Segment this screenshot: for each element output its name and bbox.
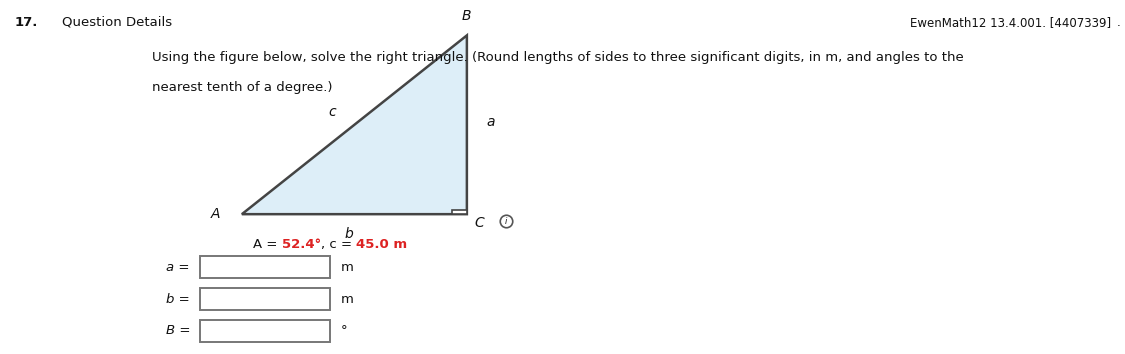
Bar [452, 210, 467, 214]
Text: B: B [462, 9, 471, 23]
Text: nearest tenth of a degree.): nearest tenth of a degree.) [152, 81, 332, 95]
Text: B =: B = [166, 325, 191, 337]
Polygon shape [242, 35, 467, 214]
Text: 17.: 17. [15, 16, 38, 29]
Text: b: b [344, 227, 353, 241]
Text: .: . [1117, 16, 1120, 29]
Text: m: m [341, 261, 353, 274]
Text: EwenMath12 13.4.001. [4407339]: EwenMath12 13.4.001. [4407339] [910, 16, 1112, 29]
Text: Question Details: Question Details [62, 16, 172, 29]
Bar [200, 288, 330, 310]
Text: i: i [505, 217, 507, 226]
Text: C: C [475, 216, 485, 230]
Bar [200, 320, 330, 342]
Text: b =: b = [166, 293, 190, 306]
Text: A: A [212, 207, 220, 221]
Text: 52.4°: 52.4° [281, 238, 321, 251]
Text: a =: a = [166, 261, 190, 274]
Text: , c =: , c = [321, 238, 357, 251]
Text: A =: A = [253, 238, 281, 251]
Text: a: a [486, 115, 495, 129]
Text: 45.0 m: 45.0 m [357, 238, 407, 251]
Text: Using the figure below, solve the right triangle. (Round lengths of sides to thr: Using the figure below, solve the right … [152, 51, 964, 64]
Bar [200, 256, 330, 278]
Text: °: ° [341, 325, 348, 337]
Text: c: c [328, 104, 335, 119]
Text: m: m [341, 293, 353, 306]
